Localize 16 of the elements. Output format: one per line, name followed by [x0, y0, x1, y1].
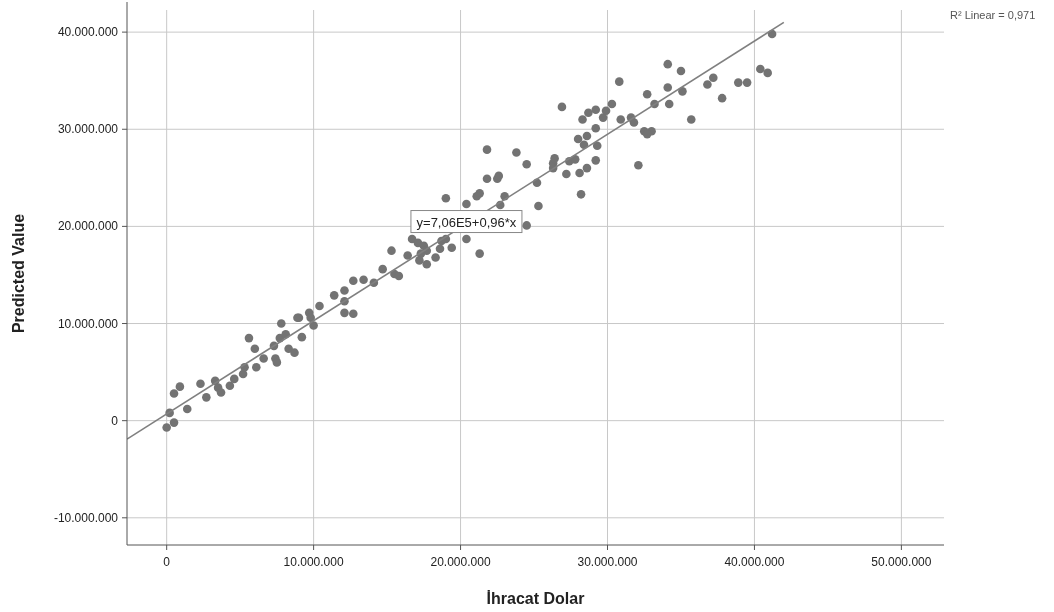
y-tick-label: 40.000.000	[57, 25, 119, 40]
text: R² Linear = 0,971	[950, 9, 1036, 21]
x-tick-label: 20.000.000	[430, 555, 491, 569]
x-tick-label: 10.000.000	[283, 555, 344, 569]
annotation: y=7,06E5+0,96*x	[416, 214, 517, 230]
x-axis-title: İhracat Dolar	[486, 590, 585, 607]
x-tick-label: 50.000.000	[871, 555, 932, 569]
y-tick-label: 0	[111, 413, 119, 428]
x-tick-label: 30.000.000	[577, 555, 638, 569]
y-tick-label: -10.000.000	[53, 510, 119, 525]
y-tick-label: 20.000.000	[57, 219, 119, 234]
x-tick-label: 40.000.000	[724, 555, 785, 569]
x-tick-label: 0	[163, 555, 171, 569]
y-tick-label: 30.000.000	[57, 122, 119, 137]
y-tick-label: 10.000.000	[57, 316, 119, 331]
y-axis-title: Predicted Value	[10, 213, 27, 334]
